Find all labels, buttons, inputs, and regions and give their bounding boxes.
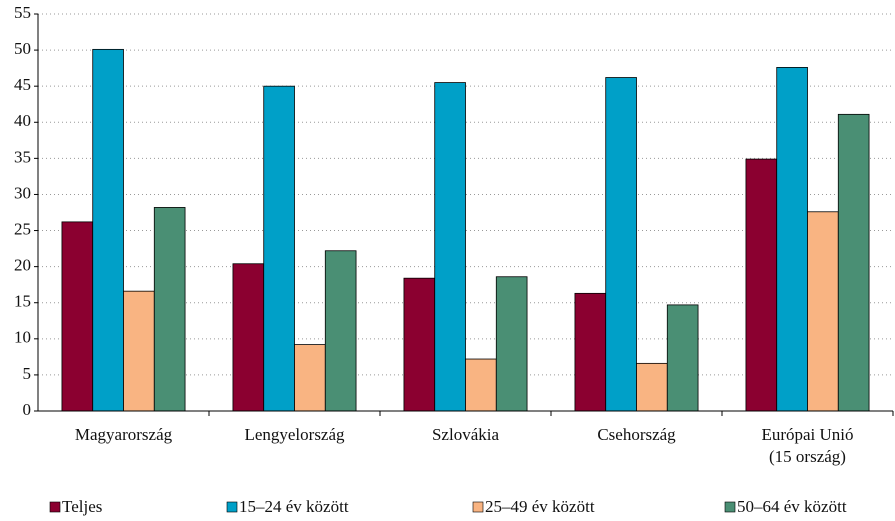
y-tick-label: 55 — [14, 3, 31, 22]
bar — [92, 48, 124, 412]
bar — [636, 362, 668, 412]
x-tick-label-line: Magyarország — [75, 425, 173, 444]
legend-swatch — [472, 501, 484, 513]
x-tick-label-line: Európai Unió — [761, 425, 853, 444]
legend-swatch — [49, 501, 61, 513]
bar — [123, 290, 155, 412]
bar — [434, 82, 466, 412]
x-tick-label-line: Lengyelország — [244, 425, 345, 444]
bar — [465, 358, 497, 412]
x-tick-label-line: Szlovákia — [432, 425, 499, 444]
x-tick-label-line: Csehország — [597, 425, 676, 444]
bar — [495, 276, 528, 412]
bar — [294, 344, 326, 412]
x-tick-label: Magyarország — [75, 425, 173, 444]
bar — [807, 211, 839, 412]
bar — [403, 277, 436, 412]
x-tick-label: Lengyelország — [244, 425, 345, 444]
x-tick-label: Európai Unió (15 ország) — [761, 425, 853, 466]
bar — [666, 304, 699, 412]
y-tick-label: 5 — [23, 364, 32, 383]
y-tick-label: 25 — [14, 219, 31, 238]
bar — [776, 67, 808, 412]
y-tick-label: 30 — [14, 183, 31, 202]
y-tick-label: 0 — [23, 400, 32, 419]
legend-label: 50–64 év között — [737, 497, 847, 516]
bar — [574, 292, 607, 412]
legend-label: 25–49 év között — [485, 497, 595, 516]
legend-swatch — [724, 501, 736, 513]
legend-label: 15–24 év között — [239, 497, 349, 516]
legend-label: Teljes — [62, 497, 102, 516]
bar — [263, 85, 295, 412]
legend-swatch — [226, 501, 238, 513]
bar — [605, 77, 637, 412]
bar — [61, 221, 94, 412]
x-tick-label: Csehország — [597, 425, 676, 444]
bar — [745, 158, 778, 412]
y-tick-label: 15 — [14, 292, 31, 311]
bar — [324, 250, 357, 412]
x-tick-label-line: (15 ország) — [769, 447, 846, 466]
y-tick-label: 50 — [14, 39, 31, 58]
y-tick-label: 40 — [14, 111, 31, 130]
x-tick-label: Szlovákia — [432, 425, 499, 444]
bar — [232, 263, 265, 412]
bar — [837, 113, 870, 412]
y-tick-label: 20 — [14, 256, 31, 275]
bar — [153, 207, 186, 412]
y-tick-label: 10 — [14, 328, 31, 347]
y-tick-label: 45 — [14, 75, 31, 94]
y-tick-label: 35 — [14, 147, 31, 166]
